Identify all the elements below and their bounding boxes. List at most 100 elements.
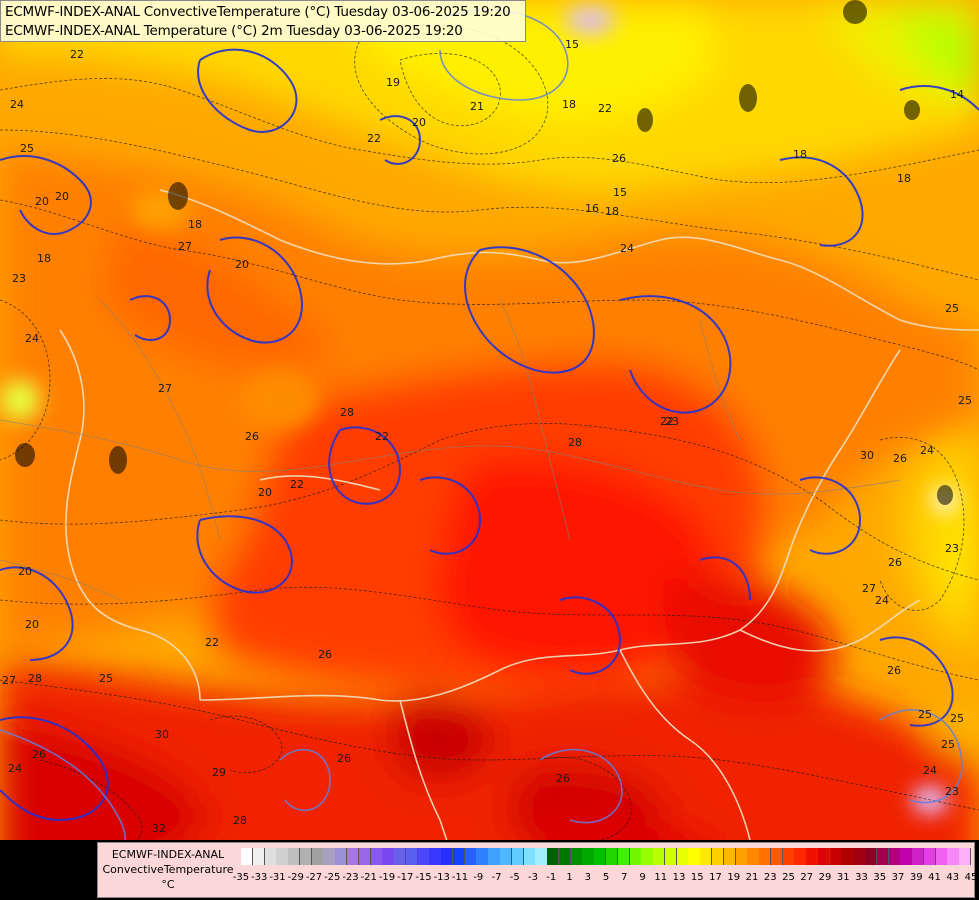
isotherm-label: 26 <box>337 752 351 765</box>
isotherm-label: 14 <box>950 88 964 101</box>
legend-swatch <box>417 848 430 865</box>
legend-tick-label: -15 <box>415 872 432 883</box>
isotherm-label: 24 <box>875 594 889 607</box>
isotherm-label: 20 <box>18 565 32 578</box>
legend-swatch <box>547 848 560 865</box>
legend-swatch <box>782 848 795 865</box>
legend-tick-label: -27 <box>305 872 323 883</box>
header-line-temperature: ECMWF-INDEX-ANAL Temperature (°C) 2m Tue… <box>5 23 463 39</box>
legend-swatch <box>947 848 960 865</box>
legend-swatch <box>735 848 748 865</box>
legend-tick-label: -5 <box>509 872 520 883</box>
legend-swatch <box>323 848 336 865</box>
isotherm-label: 28 <box>340 406 354 419</box>
isotherm-label: 26 <box>245 430 259 443</box>
isotherm-label: 26 <box>887 664 901 677</box>
isotherm-label: 22 <box>367 132 381 145</box>
legend-swatch <box>641 848 654 865</box>
isotherm-label: 22 <box>598 102 612 115</box>
isotherm-label: 25 <box>918 708 932 721</box>
legend-swatch <box>759 848 772 865</box>
isotherm-label: 21 <box>470 100 484 113</box>
isotherm-label: 20 <box>412 116 426 129</box>
legend-swatch <box>264 848 277 865</box>
legend-tick-label: 43 <box>946 872 960 883</box>
isotherm-label: 23 <box>945 785 959 798</box>
isotherm-label: 27 <box>862 582 876 595</box>
isotherm-label: 19 <box>386 76 400 89</box>
legend-tick-label: -11 <box>451 872 469 883</box>
legend-swatch <box>876 848 890 865</box>
isotherm-label: 24 <box>620 242 634 255</box>
isotherm-label: 23 <box>665 415 679 428</box>
isotherm-label: 15 <box>613 186 627 199</box>
isotherm-label: 32 <box>152 822 166 835</box>
isotherm-label: 22 <box>290 478 304 491</box>
legend-swatch <box>617 848 631 865</box>
legend-tick-label: 33 <box>855 872 868 883</box>
legend-tick-label: -17 <box>397 872 414 883</box>
legend-swatch <box>488 848 501 865</box>
legend-tick-label: 11 <box>654 872 668 883</box>
isotherm-label: 25 <box>20 142 34 155</box>
legend-tick-label: -9 <box>473 872 484 883</box>
legend-tick-label: 5 <box>602 872 610 883</box>
legend-tick-label: 9 <box>639 872 646 883</box>
isotherm-label: 23 <box>12 272 26 285</box>
legend-swatch <box>535 848 548 865</box>
legend-title-line1: ECMWF-INDEX-ANAL <box>111 848 225 861</box>
legend-swatch <box>358 848 371 865</box>
legend-swatch <box>346 848 360 865</box>
isotherm-label: 20 <box>258 486 272 499</box>
legend-tick-label: 1 <box>566 872 573 883</box>
isotherm-label: 29 <box>212 766 226 779</box>
isotherm-label: 20 <box>25 618 39 631</box>
legend-tick-label: 21 <box>745 872 759 883</box>
legend-tick-label: -19 <box>378 872 396 883</box>
legend-tick-label: 29 <box>818 872 832 883</box>
legend-swatch <box>959 848 972 865</box>
map-header: ECMWF-INDEX-ANAL ConvectiveTemperature (… <box>0 0 526 42</box>
isotherm-label: 30 <box>155 728 169 741</box>
legend-tick-label: 7 <box>621 872 628 883</box>
legend-swatch <box>452 848 466 865</box>
legend-tick-label: -35 <box>232 872 250 883</box>
legend-swatch <box>923 848 937 865</box>
isotherm-label: 22 <box>70 48 84 61</box>
isotherm-label: 25 <box>958 394 972 407</box>
isotherm-label: 15 <box>565 38 579 51</box>
legend-tick-label: 3 <box>584 872 591 883</box>
isotherm-labels: 2224252023242727262822222220202022262827… <box>2 38 972 860</box>
legend-tick-label: -13 <box>433 872 450 883</box>
legend-swatch <box>829 848 842 865</box>
legend-title: ECMWF-INDEX-ANAL ConvectiveTemperature °… <box>98 847 238 892</box>
legend-tick-label: -7 <box>491 872 502 883</box>
isotherm-label: 22 <box>660 415 674 428</box>
country-borders <box>59 189 979 900</box>
legend-swatch <box>500 848 513 865</box>
legend-swatch <box>711 848 725 865</box>
legend-swatch <box>817 848 831 865</box>
legend-swatch <box>288 848 301 865</box>
isotherm-label: 20 <box>55 190 69 203</box>
isotherm-label: 24 <box>25 332 39 345</box>
header-line-convective: ECMWF-INDEX-ANAL ConvectiveTemperature (… <box>5 4 511 20</box>
isotherm-label: 26 <box>893 452 907 465</box>
isotherm-label: 27 <box>158 382 172 395</box>
legend-tick-label: 15 <box>690 872 704 883</box>
isotherm-label: 26 <box>556 772 570 785</box>
isotherm-label: 18 <box>793 148 807 161</box>
legend-tick-label: -23 <box>342 872 359 883</box>
legend-tick-label: 35 <box>873 872 887 883</box>
legend-swatch <box>382 848 395 865</box>
isotherm-label: 25 <box>941 738 955 751</box>
isotherm-label: 18 <box>562 98 576 111</box>
isotherm-label: 28 <box>568 436 582 449</box>
legend-tick-label: 45 <box>964 872 978 883</box>
legend-tick-label: -25 <box>324 872 341 883</box>
legend-swatch <box>335 848 348 865</box>
legend-tick-label: -31 <box>269 872 286 883</box>
isotherm-label: 25 <box>945 302 959 315</box>
legend-swatch <box>900 848 913 865</box>
